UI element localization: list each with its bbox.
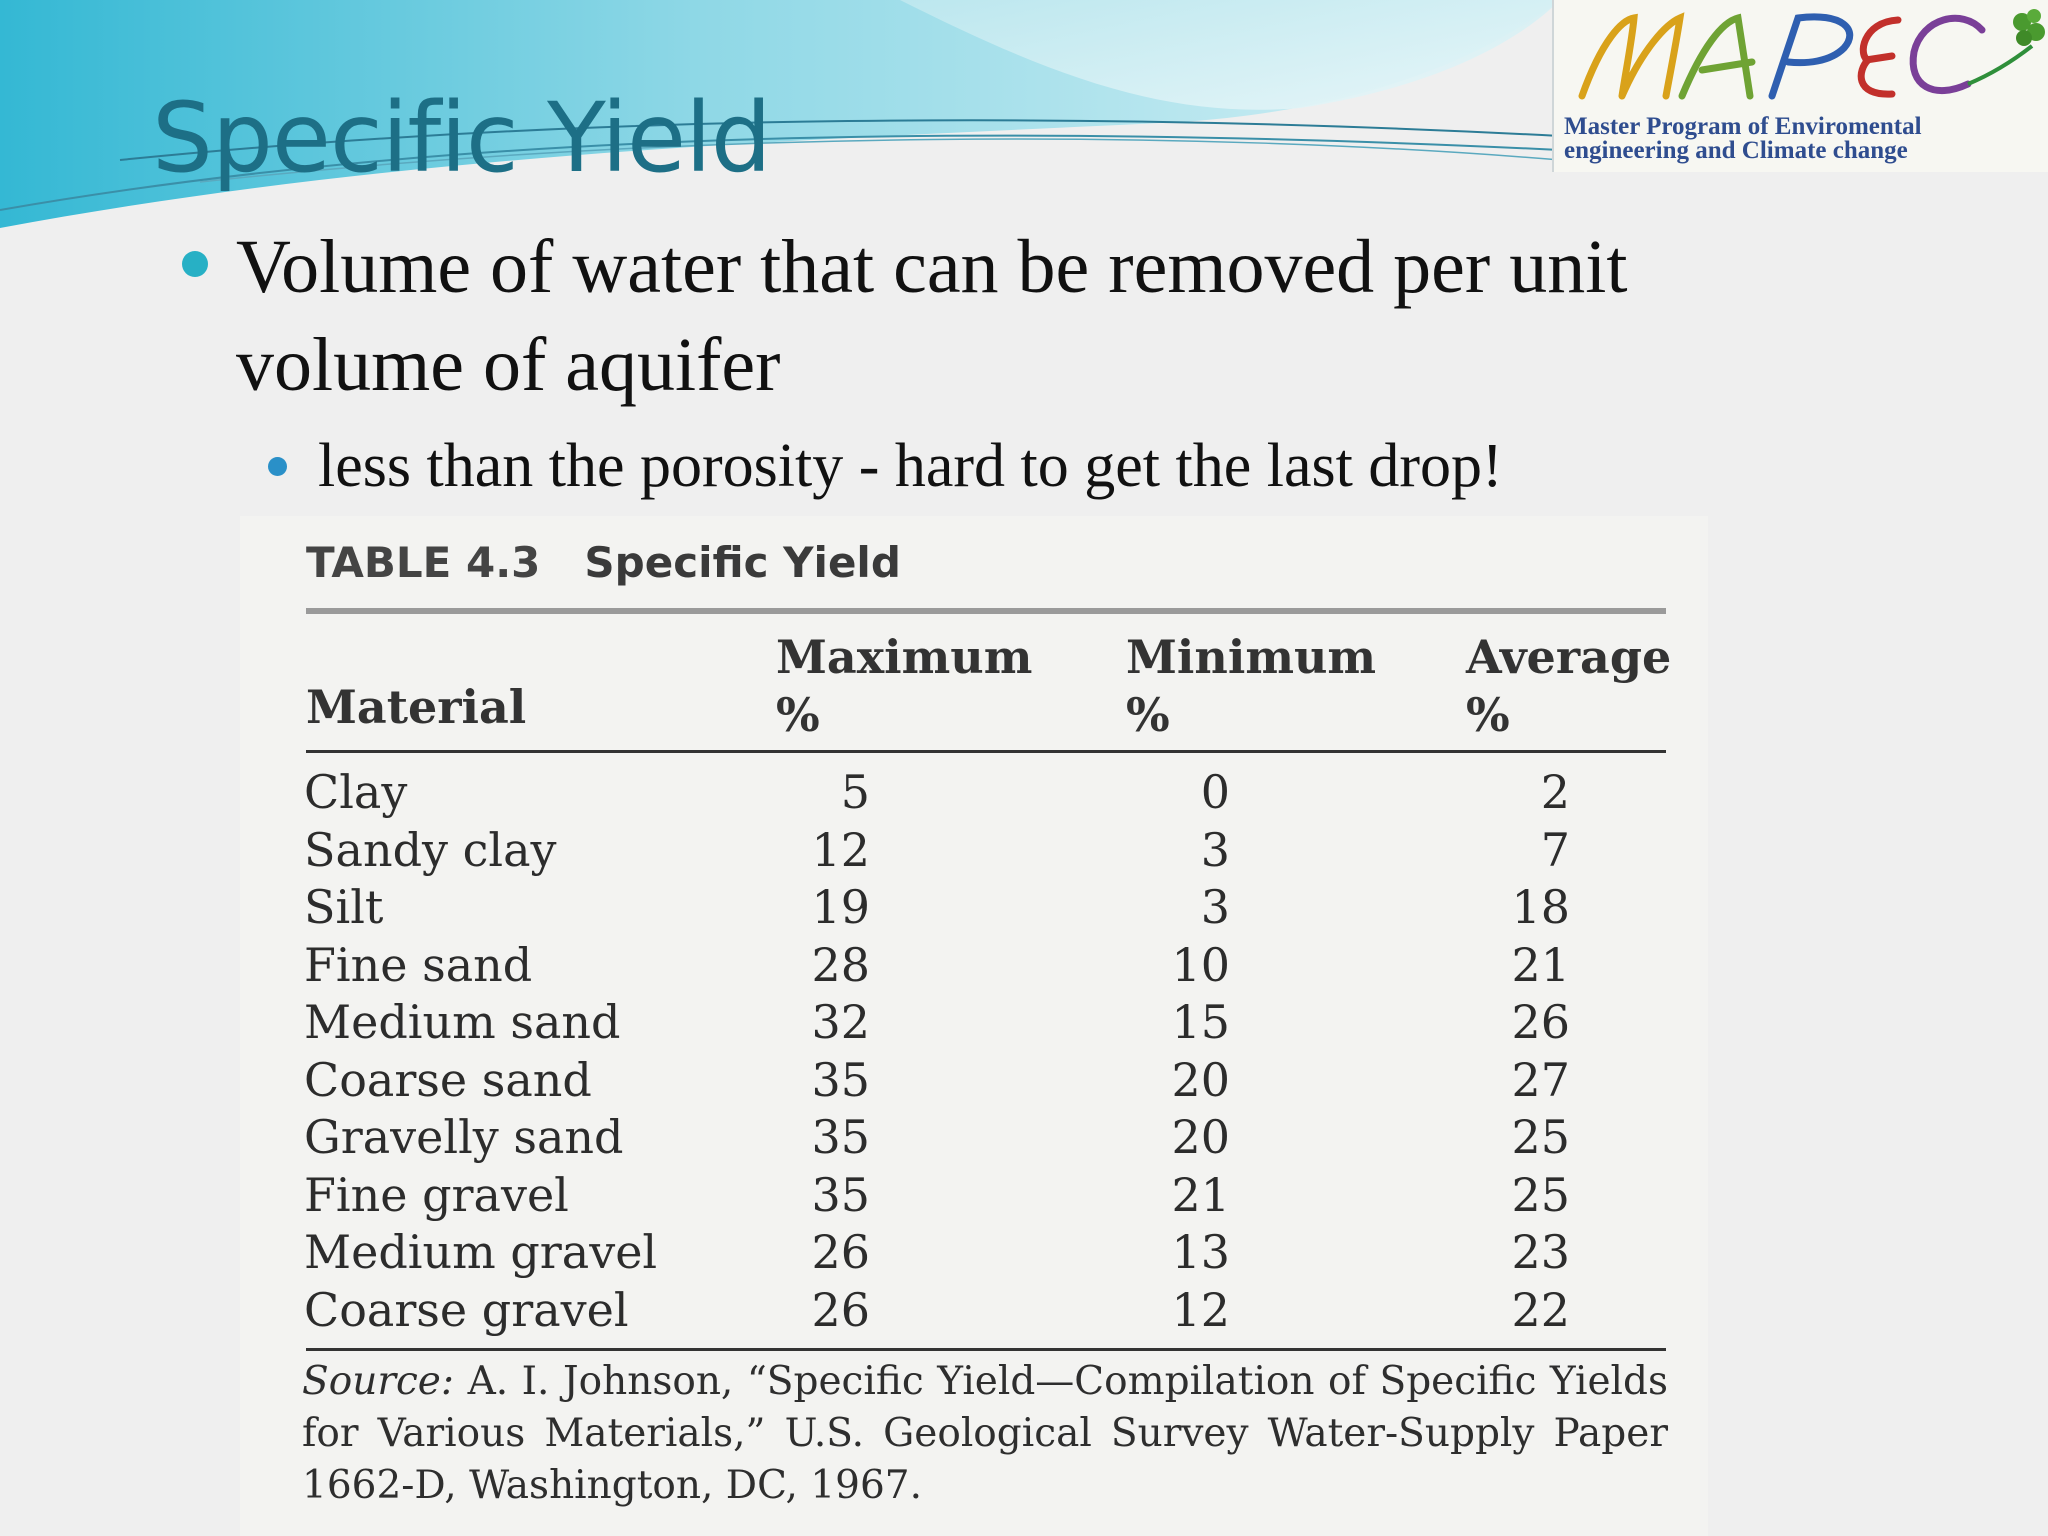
cell-material: Fine gravel: [304, 1167, 569, 1222]
cell-minimum: 12: [1171, 1282, 1230, 1337]
cell-average: 26: [1511, 995, 1570, 1049]
cell-maximum: 35: [811, 1167, 870, 1222]
table-row: Clay 5 0 2: [240, 764, 1708, 822]
table-number: TABLE 4.3: [306, 538, 541, 587]
cell-maximum: 12: [811, 822, 870, 877]
cell-maximum: 28: [811, 937, 870, 992]
table-bottom-rule: [306, 1348, 1666, 1351]
slide-title: Specific Yield: [152, 82, 772, 194]
table-row: Gravelly sand 35 20 25: [240, 1109, 1708, 1167]
cell-average: 23: [1511, 1225, 1570, 1279]
header-average: Average %: [1466, 628, 1671, 744]
header-minimum-label: Minimum: [1126, 630, 1377, 684]
cell-average: 22: [1511, 1282, 1570, 1337]
cell-minimum: 20: [1171, 1110, 1230, 1164]
cell-average: 2: [1540, 765, 1570, 819]
table-row: Fine sand 28 10 21: [240, 937, 1708, 995]
cell-material: Medium gravel: [304, 1225, 658, 1279]
cell-material: Clay: [304, 765, 408, 819]
cell-material: Fine sand: [304, 937, 533, 992]
cell-maximum: 35: [811, 1052, 870, 1107]
source-text: A. I. Johnson, “Specific Yield—Compilati…: [302, 1359, 1668, 1508]
table-row: Coarse gravel 26 12 22: [240, 1282, 1708, 1340]
mapec-wordmark-graphic: [1578, 9, 2045, 100]
sub-bullet-dot-icon: [268, 457, 287, 476]
source-label: Source:: [302, 1359, 455, 1404]
header-maximum: Maximum %: [776, 628, 1032, 744]
logo-tagline-line2: engineering and Climate change: [1564, 137, 1908, 164]
cell-average: 25: [1511, 1110, 1570, 1164]
cell-material: Medium sand: [304, 995, 621, 1049]
table-header-rule: [306, 750, 1666, 753]
cell-maximum: 5: [840, 765, 870, 819]
header-maximum-label: Maximum: [776, 630, 1033, 684]
table-row: Sandy clay 12 3 7: [240, 822, 1708, 880]
cell-minimum: 3: [1200, 880, 1230, 934]
cell-minimum: 0: [1200, 765, 1230, 819]
cell-material: Sandy clay: [304, 822, 557, 877]
table-top-rule: [306, 608, 1666, 614]
cell-material: Gravelly sand: [304, 1110, 624, 1164]
logo-tagline-line1: Master Program of Enviromental: [1564, 113, 1922, 140]
cell-average: 27: [1511, 1052, 1570, 1107]
cell-minimum: 3: [1200, 822, 1230, 877]
table-row: Medium gravel 26 13 23: [240, 1224, 1708, 1282]
table-row: Medium sand 32 15 26: [240, 994, 1708, 1052]
table-source-note: Source: A. I. Johnson, “Specific Yield—C…: [302, 1356, 1668, 1512]
cell-maximum: 32: [811, 995, 870, 1049]
cell-average: 25: [1511, 1167, 1570, 1222]
cell-minimum: 21: [1171, 1167, 1230, 1222]
mapec-logo: Master Program of Enviromental engineeri…: [1552, 0, 2048, 172]
cell-material: Coarse sand: [304, 1052, 592, 1107]
table-body: Clay 5 0 2 Sandy clay 12 3 7 Silt 19 3 1…: [240, 764, 1708, 1339]
cell-minimum: 10: [1171, 937, 1230, 992]
header-average-label: Average: [1466, 630, 1672, 684]
header-swoosh-graphic: [0, 0, 1561, 228]
cell-average: 7: [1540, 822, 1570, 877]
cell-maximum: 35: [811, 1110, 870, 1164]
cell-maximum: 26: [811, 1225, 870, 1279]
table-label: TABLE 4.3 Specific Yield: [306, 538, 901, 587]
header-material: Material: [306, 680, 527, 734]
table-caption: Specific Yield: [584, 538, 901, 587]
header-maximum-unit: %: [776, 688, 820, 742]
table-row: Silt 19 3 18: [240, 879, 1708, 937]
header-minimum: Minimum %: [1126, 628, 1376, 744]
cell-maximum: 19: [811, 880, 870, 934]
cell-maximum: 26: [811, 1282, 870, 1337]
header-minimum-unit: %: [1126, 688, 1170, 742]
header-average-unit: %: [1466, 688, 1510, 742]
cell-material: Silt: [304, 880, 384, 934]
specific-yield-table-image: TABLE 4.3 Specific Yield Material Maximum…: [240, 516, 1708, 1536]
cell-minimum: 15: [1171, 995, 1230, 1049]
cell-average: 18: [1511, 880, 1570, 934]
bullet-text: Volume of water that can be removed per …: [236, 225, 1628, 407]
cell-minimum: 20: [1171, 1052, 1230, 1107]
cell-average: 21: [1511, 937, 1570, 992]
cell-material: Coarse gravel: [304, 1282, 629, 1337]
table-row: Fine gravel 35 21 25: [240, 1167, 1708, 1225]
cell-minimum: 13: [1171, 1225, 1230, 1279]
sub-bullet-text: less than the porosity - hard to get the…: [318, 432, 1503, 500]
table-row: Coarse sand 35 20 27: [240, 1052, 1708, 1110]
bullet-dot-icon: [182, 251, 208, 277]
